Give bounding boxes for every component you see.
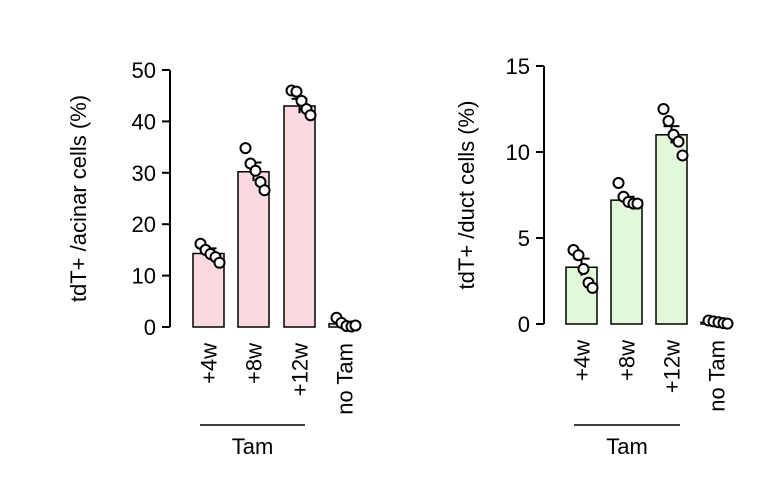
data-point [662,115,675,128]
group-label: Tam [606,434,648,459]
group-label: Tam [232,434,274,459]
category-label: no Tam [705,340,730,412]
data-point [577,262,590,275]
category-label: +8w [242,343,267,384]
category-label: +12w [660,340,685,393]
category-label: +8w [615,340,640,381]
data-point [672,135,685,148]
chart-2: 0 5 10 15 tdT+ /duct cells (%) +4w +8w +12w no T… [454,54,734,459]
data-point [586,281,599,294]
category-label: +12w [288,343,313,396]
category-label: +4w [570,340,595,381]
data-point [290,85,303,98]
data-point [258,184,271,197]
y-tick-label: 0 [144,315,156,340]
y-tick-label: 40 [132,109,156,134]
category-label: +4w [197,343,222,384]
data-point [612,176,625,189]
bar--8w [610,199,643,325]
y-tick-label: 10 [132,264,156,289]
data-point [304,109,317,122]
bar--8w [237,171,270,328]
data-point [676,149,689,162]
data-point [721,317,734,330]
data-point [572,249,585,262]
y-tick-label: 10 [506,140,530,165]
y-tick-label: 20 [132,212,156,237]
y-tick-label: 15 [506,54,530,79]
data-point [239,142,252,155]
data-point [249,164,262,177]
y-axis-label: tdT+ /duct cells (%) [454,101,479,290]
y-tick-label: 50 [132,58,156,83]
data-point [631,197,644,210]
data-point [349,319,362,332]
y-tick-label: 5 [518,226,530,251]
y-tick-label: 0 [518,312,530,337]
bar--12w [283,105,316,328]
chart-1: 0 10 20 30 40 50 tdT+ /acinar cells (%) +4w +8w +… [66,58,362,459]
category-label: no Tam [333,343,358,415]
y-tick-label: 30 [132,161,156,186]
data-point [213,256,226,269]
data-point [657,103,670,115]
y-axis-label: tdT+ /acinar cells (%) [66,95,91,302]
bar--12w [655,134,688,325]
